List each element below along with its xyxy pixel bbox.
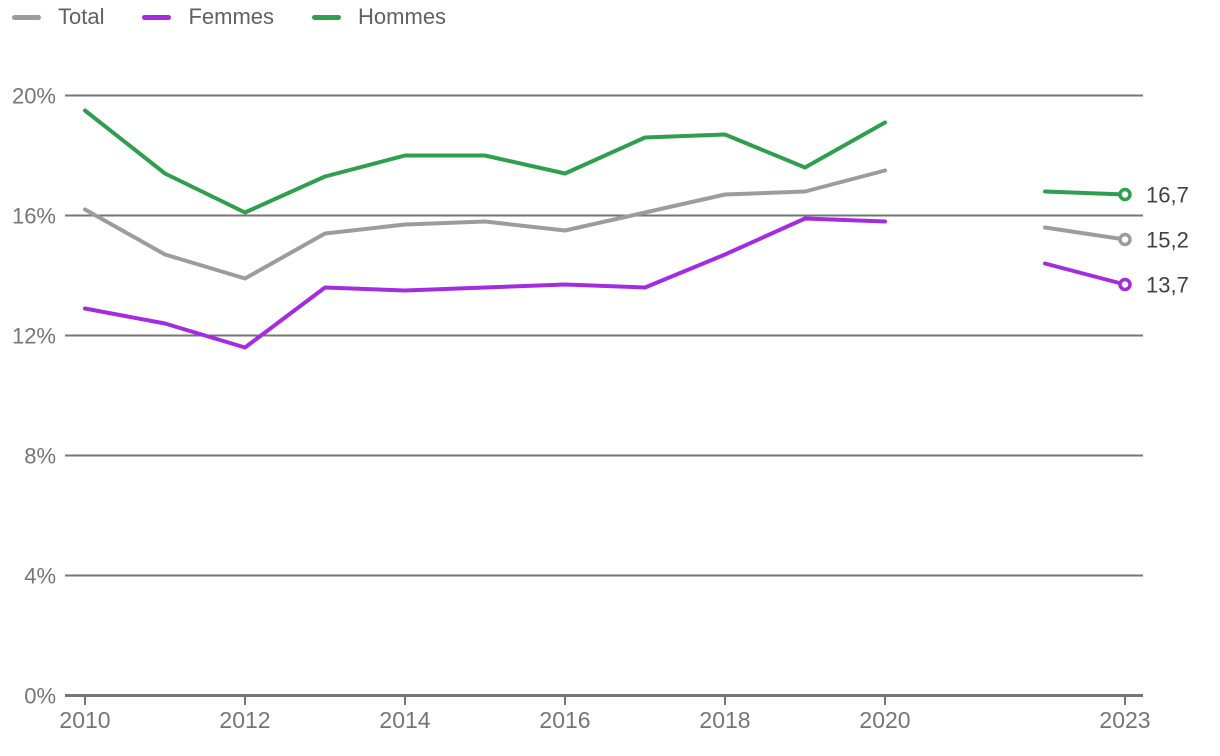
y-tick-label: 16%	[12, 204, 56, 229]
end-value-label-hommes: 16,7	[1146, 183, 1189, 208]
y-tick-label: 20%	[12, 84, 56, 109]
legend-item-total: Total	[12, 6, 104, 28]
y-tick-label: 8%	[24, 444, 56, 469]
y-tick-label: 4%	[24, 564, 56, 589]
endpoint-marker-hommes	[1118, 187, 1132, 202]
x-tick-label: 2023	[1099, 707, 1150, 733]
series-line-femmes	[83, 216, 887, 350]
x-tick-label: 2020	[859, 707, 910, 733]
series-line-total	[83, 168, 887, 281]
legend-item-femmes: Femmes	[142, 6, 274, 28]
legend-swatch-total	[12, 14, 41, 20]
legend: Total Femmes Hommes	[12, 6, 446, 28]
y-tick-label: 0%	[24, 684, 56, 709]
legend-label-total: Total	[58, 4, 105, 29]
endpoint-marker-femmes	[1118, 277, 1132, 292]
x-tick-label: 2012	[219, 707, 270, 733]
end-value-label-femmes: 13,7	[1146, 273, 1189, 298]
series-line-hommes-recent	[1043, 189, 1127, 197]
legend-item-hommes: Hommes	[312, 6, 446, 28]
y-tick-label: 12%	[12, 324, 56, 349]
series-line-total-recent	[1043, 225, 1127, 242]
series-line-hommes	[83, 108, 887, 215]
legend-label-hommes: Hommes	[358, 4, 447, 29]
end-value-label-total: 15,2	[1146, 228, 1189, 253]
x-tick-label: 2014	[379, 707, 430, 733]
x-tick-label: 2018	[699, 707, 750, 733]
legend-swatch-hommes	[312, 14, 342, 20]
endpoint-marker-total	[1118, 232, 1132, 247]
x-tick-label: 2016	[539, 707, 590, 733]
series-line-femmes-recent	[1043, 261, 1127, 287]
x-tick-label: 2010	[59, 707, 110, 733]
legend-label-femmes: Femmes	[188, 4, 275, 29]
legend-swatch-femmes	[142, 14, 172, 20]
